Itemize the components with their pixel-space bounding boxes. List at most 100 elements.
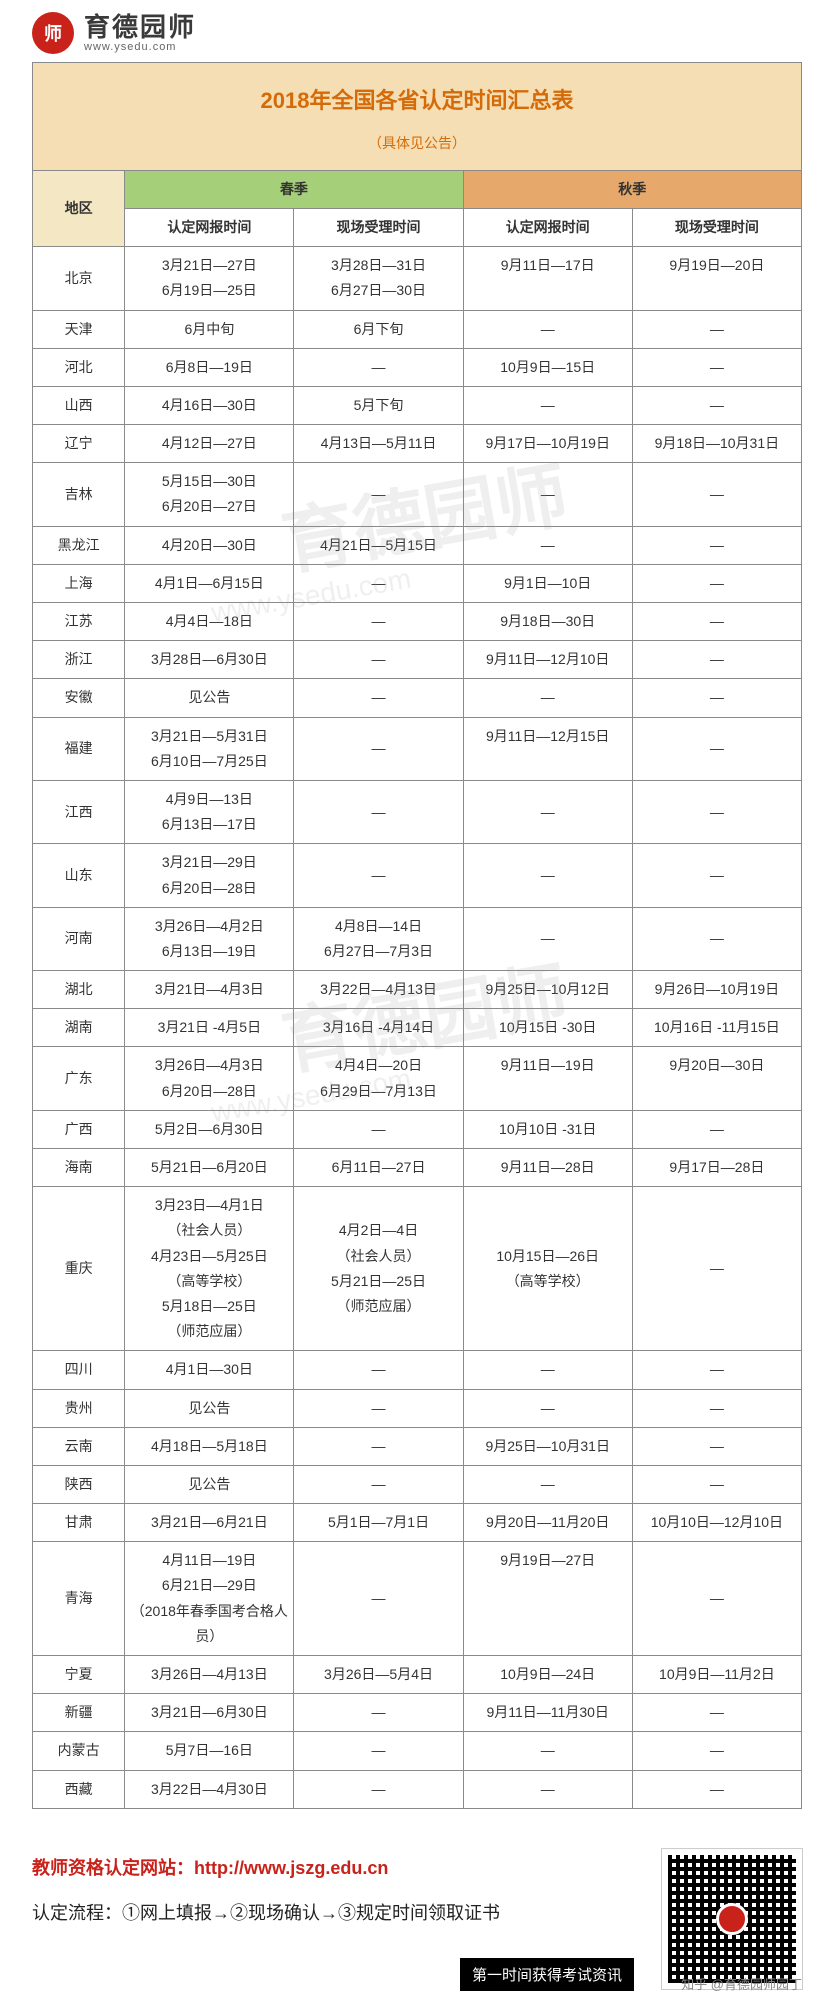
- cell-value: 4月1日—6月15日: [125, 564, 294, 602]
- cell-value: 9月11日—12月15日: [463, 717, 632, 780]
- cell-value: 10月9日—15日: [463, 348, 632, 386]
- cell-region: 海南: [33, 1149, 125, 1187]
- cell-value: —: [294, 1351, 463, 1389]
- credit: 知乎 @育德园师园丁: [681, 1974, 802, 1993]
- cell-value: 3月21日—5月31日 6月10日—7月25日: [125, 717, 294, 780]
- cell-value: —: [463, 1465, 632, 1503]
- cell-value: 3月26日—4月13日: [125, 1656, 294, 1694]
- cell-region: 贵州: [33, 1389, 125, 1427]
- cell-value: 9月11日—11月30日: [463, 1694, 632, 1732]
- cell-region: 青海: [33, 1542, 125, 1656]
- cell-value: 5月21日—6月20日: [125, 1149, 294, 1187]
- cell-value: —: [294, 717, 463, 780]
- cell-value: —: [463, 780, 632, 843]
- table-row: 陕西见公告———: [33, 1465, 802, 1503]
- cell-value: 3月21日—6月30日: [125, 1694, 294, 1732]
- cell-value: 6月11日—27日: [294, 1149, 463, 1187]
- cell-value: 9月19日—27日: [463, 1542, 632, 1656]
- cell-region: 吉林: [33, 463, 125, 526]
- cell-value: —: [632, 1351, 801, 1389]
- cell-value: 5月1日—7月1日: [294, 1504, 463, 1542]
- table-row: 黑龙江4月20日—30日4月21日—5月15日——: [33, 526, 802, 564]
- table-container: 2018年全国各省认定时间汇总表 （具体见公告） 地区 春季 秋季 认定网报时间…: [0, 62, 834, 1829]
- cell-value: —: [632, 780, 801, 843]
- cell-value: —: [294, 603, 463, 641]
- cell-value: 10月10日—12月10日: [632, 1504, 801, 1542]
- cell-value: 见公告: [125, 1389, 294, 1427]
- cell-value: 4月9日—13日 6月13日—17日: [125, 780, 294, 843]
- cell-value: —: [294, 844, 463, 907]
- cell-value: 9月11日—19日: [463, 1047, 632, 1110]
- cell-region: 云南: [33, 1427, 125, 1465]
- cell-value: 6月8日—19日: [125, 348, 294, 386]
- cell-value: —: [632, 907, 801, 970]
- cell-value: 3月16日 -4月14日: [294, 1009, 463, 1047]
- table-row: 宁夏3月26日—4月13日3月26日—5月4日10月9日—24日10月9日—11…: [33, 1656, 802, 1694]
- cell-value: —: [632, 1694, 801, 1732]
- cell-value: 10月10日 -31日: [463, 1110, 632, 1148]
- table-row: 辽宁4月12日—27日4月13日—5月11日9月17日—10月19日9月18日—…: [33, 425, 802, 463]
- cell-region: 广东: [33, 1047, 125, 1110]
- cell-value: —: [632, 1732, 801, 1770]
- cell-value: —: [294, 1465, 463, 1503]
- cell-region: 新疆: [33, 1694, 125, 1732]
- cell-value: 9月1日—10日: [463, 564, 632, 602]
- cell-value: —: [294, 679, 463, 717]
- table-row: 山西4月16日—30日5月下旬——: [33, 386, 802, 424]
- cell-value: 9月11日—28日: [463, 1149, 632, 1187]
- cell-value: —: [632, 1770, 801, 1808]
- footer-website-url[interactable]: http://www.jszg.edu.cn: [194, 1858, 388, 1878]
- cell-value: —: [294, 348, 463, 386]
- cell-value: 3月21日—27日 6月19日—25日: [125, 247, 294, 310]
- cell-value: —: [632, 463, 801, 526]
- cell-value: 4月13日—5月11日: [294, 425, 463, 463]
- cell-value: 4月2日—4日 （社会人员） 5月21日—25日 （师范应届）: [294, 1187, 463, 1351]
- cell-value: 9月17日—10月19日: [463, 425, 632, 463]
- cell-region: 广西: [33, 1110, 125, 1148]
- table-row: 安徽见公告———: [33, 679, 802, 717]
- cell-region: 河南: [33, 907, 125, 970]
- table-row: 湖南3月21日 -4月5日3月16日 -4月14日10月15日 -30日10月1…: [33, 1009, 802, 1047]
- table-row: 重庆3月23日—4月1日 （社会人员） 4月23日—5月25日 （高等学校） 5…: [33, 1187, 802, 1351]
- cell-value: —: [463, 526, 632, 564]
- cell-region: 甘肃: [33, 1504, 125, 1542]
- cell-value: 3月21日—29日 6月20日—28日: [125, 844, 294, 907]
- cell-value: —: [294, 1770, 463, 1808]
- table-row: 浙江3月28日—6月30日—9月11日—12月10日—: [33, 641, 802, 679]
- table-row: 海南5月21日—6月20日6月11日—27日9月11日—28日9月17日—28日: [33, 1149, 802, 1187]
- logo-url: www.ysedu.com: [84, 41, 196, 53]
- cell-value: 10月9日—24日: [463, 1656, 632, 1694]
- cell-value: —: [463, 679, 632, 717]
- cell-value: —: [463, 1389, 632, 1427]
- cell-value: —: [632, 348, 801, 386]
- cell-value: 3月28日—31日 6月27日—30日: [294, 247, 463, 310]
- table-row: 湖北3月21日—4月3日3月22日—4月13日9月25日—10月12日9月26日…: [33, 971, 802, 1009]
- footer-website: 教师资格认定网站：http://www.jszg.edu.cn: [32, 1849, 662, 1889]
- cell-value: —: [632, 564, 801, 602]
- cell-value: —: [632, 1187, 801, 1351]
- cell-value: 3月28日—6月30日: [125, 641, 294, 679]
- table-row: 四川4月1日—30日———: [33, 1351, 802, 1389]
- table-row: 西藏3月22日—4月30日———: [33, 1770, 802, 1808]
- cell-value: —: [463, 386, 632, 424]
- table-row: 广西5月2日—6月30日—10月10日 -31日—: [33, 1110, 802, 1148]
- cell-value: —: [463, 907, 632, 970]
- qr-center-icon: [716, 1903, 748, 1935]
- cell-value: —: [632, 717, 801, 780]
- cell-region: 上海: [33, 564, 125, 602]
- logo-icon: 师: [32, 12, 74, 54]
- table-row: 吉林5月15日—30日 6月20日—27日———: [33, 463, 802, 526]
- cell-region: 河北: [33, 348, 125, 386]
- header-sub-1: 现场受理时间: [294, 208, 463, 246]
- table-row: 贵州见公告———: [33, 1389, 802, 1427]
- cell-value: 9月17日—28日: [632, 1149, 801, 1187]
- cell-region: 宁夏: [33, 1656, 125, 1694]
- table-row: 上海4月1日—6月15日—9月1日—10日—: [33, 564, 802, 602]
- table-row: 天津6月中旬6月下旬——: [33, 310, 802, 348]
- cell-value: 4月16日—30日: [125, 386, 294, 424]
- cell-region: 陕西: [33, 1465, 125, 1503]
- table-row: 云南4月18日—5月18日—9月25日—10月31日—: [33, 1427, 802, 1465]
- cell-region: 重庆: [33, 1187, 125, 1351]
- cell-value: —: [463, 1351, 632, 1389]
- cell-region: 山西: [33, 386, 125, 424]
